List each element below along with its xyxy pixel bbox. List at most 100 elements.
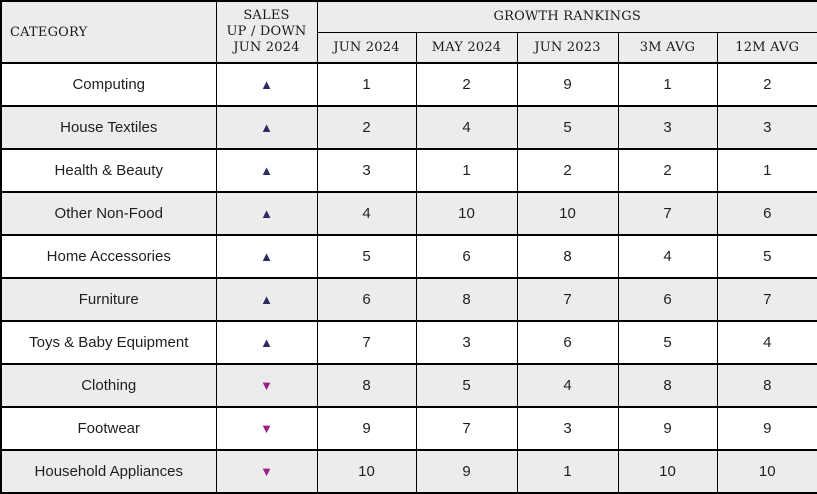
category-cell: Toys & Baby Equipment: [0, 320, 217, 365]
table-row: Furniture ▲ 6 8 7 6 7: [0, 277, 817, 322]
up-triangle-icon: ▲: [260, 249, 273, 264]
ranking-cell: 7: [316, 320, 417, 365]
sales-direction-cell: ▲: [215, 234, 318, 279]
ranking-cell: 2: [516, 148, 619, 193]
ranking-cell: 4: [516, 363, 619, 408]
category-cell: Furniture: [0, 277, 217, 322]
category-cell: Home Accessories: [0, 234, 217, 279]
ranking-cell: 7: [716, 277, 817, 322]
column-header-jun-2023: JUN 2023: [516, 31, 619, 64]
up-triangle-icon: ▲: [260, 120, 273, 135]
ranking-cell: 6: [716, 191, 817, 236]
table-row: House Textiles ▲ 2 4 5 3 3: [0, 105, 817, 150]
table-body: Computing ▲ 1 2 9 1 2 House Textiles ▲ 2 4 5 3 3 Healt…: [0, 62, 817, 494]
sales-direction-cell: ▼: [215, 449, 318, 494]
ranking-cell: 10: [716, 449, 817, 494]
ranking-cell: 7: [516, 277, 619, 322]
sales-direction-cell: ▲: [215, 320, 318, 365]
sales-direction-cell: ▼: [215, 406, 318, 451]
ranking-cell: 1: [617, 62, 718, 107]
up-triangle-icon: ▲: [260, 335, 273, 350]
up-triangle-icon: ▲: [260, 292, 273, 307]
ranking-cell: 2: [716, 62, 817, 107]
column-header-jun-2024: JUN 2024: [316, 31, 417, 64]
table-row: Toys & Baby Equipment ▲ 7 3 6 5 4: [0, 320, 817, 365]
table-row: Household Appliances ▼ 10 9 1 10 10: [0, 449, 817, 494]
sales-header-line-2: UP / DOWN: [226, 23, 307, 39]
ranking-cell: 7: [415, 406, 518, 451]
sales-header-line-3: JUN 2024: [233, 40, 300, 56]
sales-direction-cell: ▲: [215, 277, 318, 322]
ranking-cell: 9: [415, 449, 518, 494]
sales-direction-cell: ▲: [215, 62, 318, 107]
table-row: Footwear ▼ 9 7 3 9 9: [0, 406, 817, 451]
table-row: Computing ▲ 1 2 9 1 2: [0, 62, 817, 107]
ranking-cell: 8: [716, 363, 817, 408]
ranking-cell: 5: [617, 320, 718, 365]
ranking-cell: 2: [316, 105, 417, 150]
up-triangle-icon: ▲: [260, 163, 273, 178]
sales-direction-cell: ▼: [215, 363, 318, 408]
ranking-cell: 5: [415, 363, 518, 408]
ranking-cell: 1: [415, 148, 518, 193]
growth-rankings-group-header: GROWTH RANKINGS: [316, 0, 817, 33]
table-row: Clothing ▼ 8 5 4 8 8: [0, 363, 817, 408]
header-row-sub: JUN 2024 MAY 2024 JUN 2023 3M AVG 12M AV…: [1, 31, 817, 64]
sales-direction-cell: ▲: [215, 105, 318, 150]
ranking-cell: 10: [516, 191, 619, 236]
header-row-top: CATEGORY SALES UP / DOWN JUN 2024 GROWTH…: [0, 0, 817, 64]
ranking-cell: 5: [716, 234, 817, 279]
table-row: Other Non-Food ▲ 4 10 10 7 6: [0, 191, 817, 236]
category-cell: Other Non-Food: [0, 191, 217, 236]
ranking-cell: 6: [316, 277, 417, 322]
ranking-cell: 5: [316, 234, 417, 279]
ranking-cell: 6: [617, 277, 718, 322]
table-header: CATEGORY SALES UP / DOWN JUN 2024 GROWTH…: [0, 0, 817, 64]
ranking-cell: 6: [516, 320, 619, 365]
category-cell: Household Appliances: [0, 449, 217, 494]
ranking-cell: 9: [716, 406, 817, 451]
ranking-cell: 3: [316, 148, 417, 193]
ranking-cell: 4: [316, 191, 417, 236]
ranking-cell: 2: [415, 62, 518, 107]
column-header-may-2024: MAY 2024: [415, 31, 518, 64]
ranking-cell: 5: [516, 105, 619, 150]
ranking-cell: 8: [316, 363, 417, 408]
ranking-cell: 10: [316, 449, 417, 494]
column-header-3m-avg: 3M AVG: [617, 31, 718, 64]
category-cell: Clothing: [0, 363, 217, 408]
up-triangle-icon: ▲: [260, 77, 273, 92]
down-triangle-icon: ▼: [260, 464, 273, 479]
ranking-cell: 2: [617, 148, 718, 193]
ranking-cell: 4: [415, 105, 518, 150]
down-triangle-icon: ▼: [260, 378, 273, 393]
sales-header-line-1: SALES: [243, 7, 290, 23]
category-column-header: CATEGORY: [0, 0, 217, 64]
ranking-cell: 6: [415, 234, 518, 279]
ranking-cell: 10: [617, 449, 718, 494]
category-cell: House Textiles: [0, 105, 217, 150]
table-row: Health & Beauty ▲ 3 1 2 2 1: [0, 148, 817, 193]
ranking-cell: 7: [617, 191, 718, 236]
ranking-cell: 9: [617, 406, 718, 451]
ranking-cell: 3: [617, 105, 718, 150]
ranking-cell: 9: [316, 406, 417, 451]
column-header-12m-avg: 12M AVG: [716, 31, 817, 64]
ranking-cell: 1: [516, 449, 619, 494]
ranking-cell: 8: [617, 363, 718, 408]
sales-direction-cell: ▲: [215, 191, 318, 236]
up-triangle-icon: ▲: [260, 206, 273, 221]
ranking-cell: 4: [617, 234, 718, 279]
down-triangle-icon: ▼: [260, 421, 273, 436]
ranking-cell: 1: [316, 62, 417, 107]
ranking-cell: 1: [716, 148, 817, 193]
category-cell: Health & Beauty: [0, 148, 217, 193]
ranking-cell: 8: [516, 234, 619, 279]
sales-direction-cell: ▲: [215, 148, 318, 193]
ranking-cell: 10: [415, 191, 518, 236]
table-row: Home Accessories ▲ 5 6 8 4 5: [0, 234, 817, 279]
ranking-cell: 3: [415, 320, 518, 365]
ranking-cell: 3: [716, 105, 817, 150]
sales-updown-column-header: SALES UP / DOWN JUN 2024: [215, 0, 318, 64]
